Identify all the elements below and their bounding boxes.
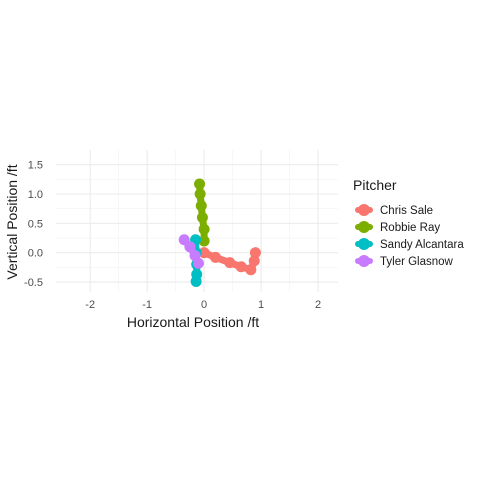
y-tick-label: 0.5 — [28, 218, 43, 230]
legend-item: Tyler Glasnow — [355, 255, 454, 268]
data-point — [195, 200, 207, 212]
legend-key-dot — [358, 238, 370, 250]
series-layer — [178, 178, 261, 287]
x-tick-labels: -2 -1 0 1 2 — [85, 299, 321, 311]
data-point — [196, 211, 208, 223]
y-tick-label: 1.5 — [28, 160, 43, 172]
y-tick-label: -0.5 — [24, 277, 43, 289]
legend-label: Chris Sale — [380, 205, 433, 217]
legend-item: Sandy Alcantara — [355, 238, 464, 251]
data-point — [198, 247, 210, 259]
data-point — [198, 223, 210, 235]
data-point — [235, 261, 247, 273]
data-point — [224, 257, 236, 269]
data-point — [248, 255, 260, 267]
legend-key-dot — [358, 255, 370, 267]
y-tick-label: 1.0 — [28, 189, 43, 201]
data-point — [245, 264, 257, 276]
y-axis-title: Vertical Position /ft — [4, 164, 20, 279]
legend-key-dot — [358, 204, 370, 216]
legend-label: Sandy Alcantara — [380, 239, 464, 251]
data-point — [198, 235, 210, 247]
data-point — [184, 241, 196, 253]
legend-title: Pitcher — [353, 177, 397, 193]
legend-label: Tyler Glasnow — [380, 256, 454, 268]
data-point — [192, 257, 204, 269]
legend-item: Chris Sale — [355, 204, 433, 217]
legend-label: Robbie Ray — [380, 222, 440, 234]
data-point — [249, 247, 261, 259]
data-point — [190, 275, 202, 287]
x-tick-label: -2 — [85, 299, 95, 311]
x-axis-title: Horizontal Position /ft — [127, 314, 259, 330]
data-point — [194, 178, 206, 190]
data-point — [210, 251, 222, 263]
y-tick-label: 0.0 — [28, 248, 43, 260]
x-tick-label: 2 — [315, 299, 321, 311]
data-point — [194, 188, 206, 200]
series-tyler-glasnow — [178, 234, 204, 269]
series-chris-sale — [198, 247, 261, 276]
x-tick-label: -1 — [142, 299, 152, 311]
x-tick-label: 0 — [201, 299, 207, 311]
legend-item: Robbie Ray — [355, 221, 440, 234]
y-tick-labels: -0.5 0.0 0.5 1.0 1.5 — [24, 160, 43, 289]
x-tick-label: 1 — [258, 299, 264, 311]
series-robbie-ray — [194, 178, 210, 247]
legend: Pitcher Chris Sale Robbie Ray Sandy Alcant… — [353, 177, 464, 268]
legend-key-dot — [358, 221, 370, 233]
